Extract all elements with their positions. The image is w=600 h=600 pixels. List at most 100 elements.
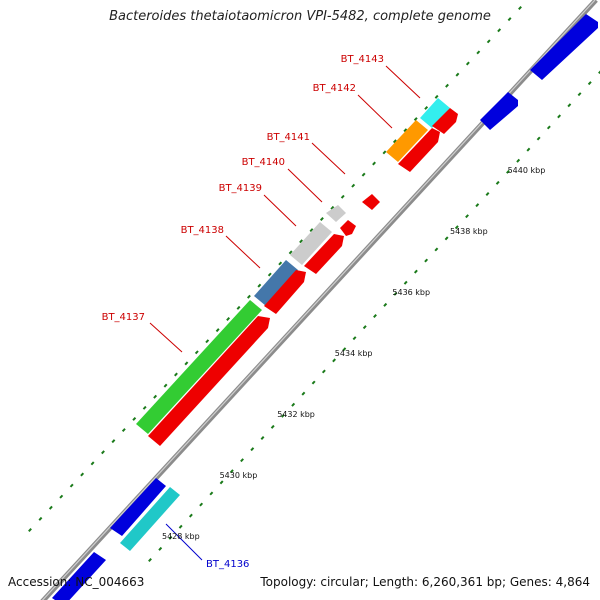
guide-dot — [587, 81, 592, 86]
tick-label-5430: 5430 kbp — [220, 471, 258, 480]
guide-dot — [557, 114, 562, 119]
guide-dot — [309, 228, 314, 233]
feature-cyan-bt4143[interactable] — [420, 98, 450, 128]
tick-label-5438: 5438 kbp — [450, 227, 488, 236]
guide-dot — [486, 39, 491, 44]
feature-grey-bt4139[interactable] — [290, 222, 332, 265]
gene-label-bt-4139[interactable]: BT_4139 — [219, 183, 262, 194]
accession-text: Accession: NC_004663 — [8, 575, 145, 589]
guide-dot — [332, 358, 337, 363]
guide-dot — [111, 439, 116, 444]
feature-blue-3[interactable] — [480, 92, 518, 130]
guide-dot — [209, 491, 214, 496]
guide-dot — [403, 280, 408, 285]
guide-dot — [362, 325, 367, 330]
guide-dot — [101, 450, 105, 455]
feature-red-1[interactable] — [148, 316, 270, 446]
guide-dot — [476, 50, 481, 55]
feature-green-bt4137[interactable] — [136, 300, 262, 434]
guide-dot — [311, 380, 316, 385]
feature-grey-bt4140[interactable] — [326, 205, 346, 222]
feature-red-2[interactable] — [264, 270, 306, 314]
gene-labels: BT_4136 BT_4137 BT_4138 BT_4139 BT_4140 BT_41… — [102, 54, 384, 570]
guide-dot — [188, 513, 193, 518]
gene-label-bt-4137[interactable]: BT_4137 — [102, 312, 145, 323]
feature-blue-2[interactable] — [110, 478, 166, 536]
guide-dot — [48, 505, 53, 510]
feature-steelblue-bt4138[interactable] — [254, 260, 298, 306]
guide-dot — [215, 328, 220, 333]
guide-dot — [506, 169, 510, 174]
guide-dot — [321, 369, 326, 374]
guide-dot — [281, 413, 285, 418]
feature-teal-bt4136[interactable] — [120, 487, 180, 551]
guide-dot — [434, 94, 439, 99]
guide-dot — [184, 361, 189, 366]
gene-label-bt-4138[interactable]: BT_4138 — [181, 225, 224, 236]
guide-dot — [168, 535, 173, 540]
guide-dot — [153, 394, 158, 399]
feature-red-3[interactable] — [304, 234, 344, 274]
guide-dot — [299, 239, 303, 244]
guide-dot — [148, 558, 152, 562]
gene-label-bt-4141[interactable]: BT_4141 — [267, 132, 310, 143]
guide-dot — [382, 150, 387, 155]
guide-dot — [495, 180, 500, 185]
genome-summary: Topology: circular; Length: 6,260,361 bp… — [260, 575, 590, 589]
guide-dot — [174, 372, 178, 377]
guide-dot — [434, 247, 439, 252]
guide-dot — [291, 402, 296, 407]
dotted-guides — [28, 6, 600, 562]
guide-dot — [194, 350, 199, 355]
gene-label-bt-4140[interactable]: BT_4140 — [242, 157, 285, 168]
guide-dot — [475, 203, 480, 208]
feature-blue-1[interactable] — [52, 552, 106, 600]
feature-red-4[interactable] — [340, 220, 356, 236]
guide-dot — [319, 217, 324, 221]
guide-dot — [403, 128, 408, 133]
guide-dot — [393, 291, 398, 296]
tick-label-5428: 5428 kbp — [162, 532, 200, 541]
guide-dot — [518, 6, 522, 10]
gene-label-bt-4136[interactable]: BT_4136 — [206, 559, 249, 570]
guide-dot — [444, 236, 449, 241]
guide-dot — [132, 416, 137, 421]
guide-dot — [142, 405, 147, 410]
guide-dot — [352, 336, 357, 341]
guide-dot — [226, 317, 231, 321]
guide-dot — [301, 391, 306, 396]
feature-red-7[interactable] — [432, 108, 458, 134]
guide-dot — [278, 261, 283, 266]
guide-dot — [445, 83, 449, 88]
gene-label-bt-4143[interactable]: BT_4143 — [341, 54, 384, 65]
guide-dot — [205, 339, 210, 344]
guide-dot — [257, 283, 262, 288]
guide-dot — [38, 516, 43, 521]
feature-red-6[interactable] — [398, 128, 440, 172]
features — [52, 14, 598, 600]
guide-dot — [383, 302, 388, 307]
guide-dot — [536, 136, 541, 141]
guide-dot — [392, 139, 397, 144]
guide-dot — [247, 294, 251, 299]
guide-dot — [577, 92, 582, 97]
feature-orange-bt4142[interactable] — [386, 120, 428, 162]
tick-label-5440: 5440 kbp — [508, 166, 546, 175]
guide-dot — [80, 472, 85, 477]
guide-dot — [413, 269, 418, 274]
guide-dot — [497, 28, 502, 33]
guide-dot — [455, 72, 460, 77]
gene-label-bt-4142[interactable]: BT_4142 — [313, 83, 356, 94]
guide-dot — [178, 524, 183, 529]
guide-dot — [90, 461, 95, 466]
feature-red-5[interactable] — [362, 194, 380, 210]
guide-dot — [372, 161, 376, 166]
guide-dot — [507, 17, 512, 22]
guide-dot — [424, 105, 429, 110]
feature-blue-4[interactable] — [530, 14, 598, 80]
guide-dot — [351, 183, 356, 188]
guide-dot — [465, 214, 469, 219]
guide-dot — [250, 447, 255, 452]
guide-dot — [236, 305, 241, 310]
guide-dot — [424, 258, 429, 263]
